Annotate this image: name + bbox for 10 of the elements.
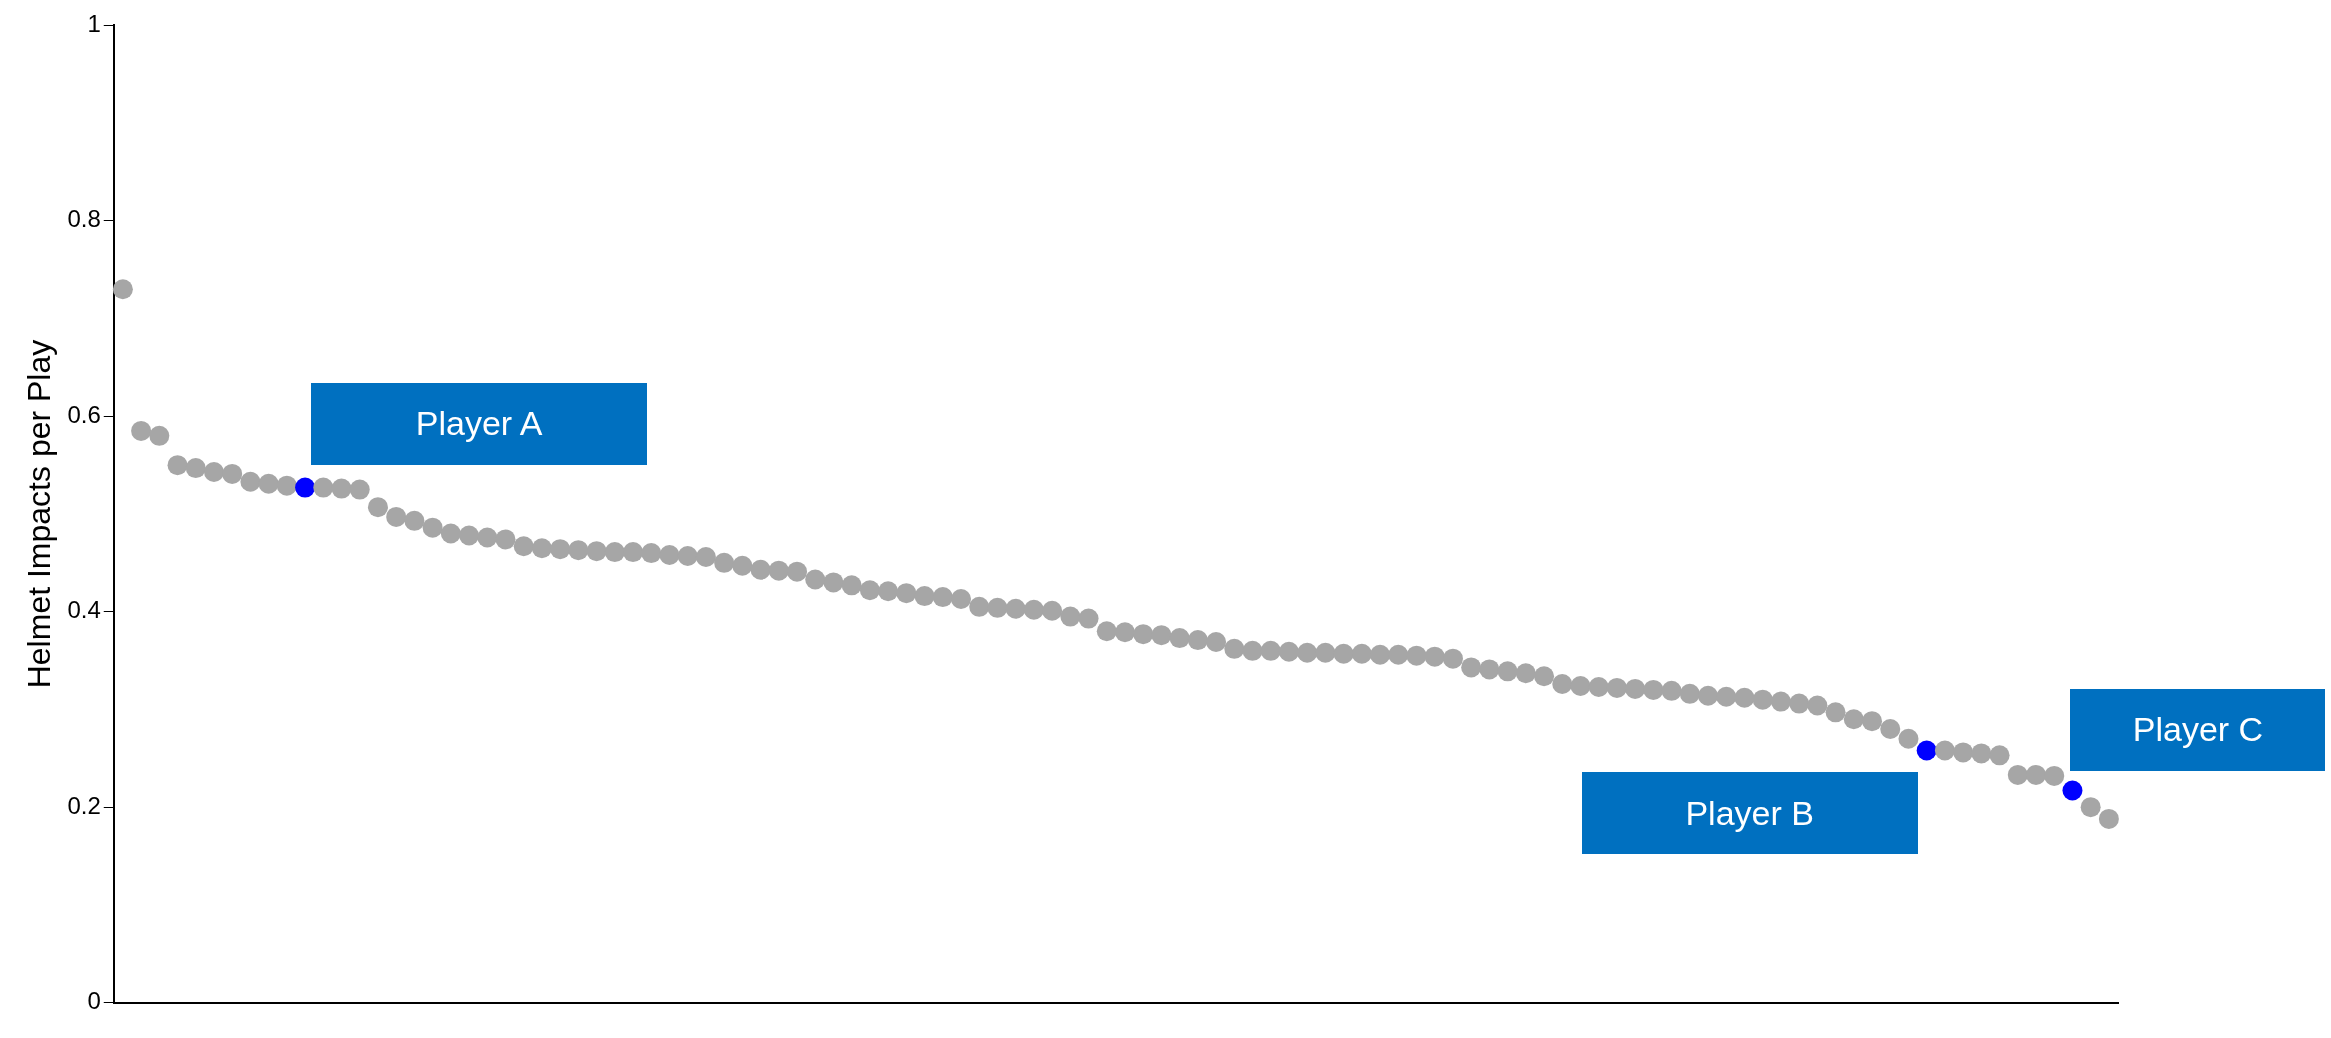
callout-box: Player C [2070,688,2326,771]
y-tick-label: 0.2 [67,791,101,819]
y-axis-title: Helmet Impacts per Play [21,339,58,689]
y-tick-label: 0.8 [67,205,101,233]
y-tick-label: 0.4 [67,596,101,624]
y-tick-label: 1 [87,10,101,38]
callout-box: Player A [311,382,648,465]
y-tick-label: 0 [87,987,101,1015]
callout-box: Player B [1581,772,1918,855]
y-tick-label: 0.6 [67,400,101,428]
